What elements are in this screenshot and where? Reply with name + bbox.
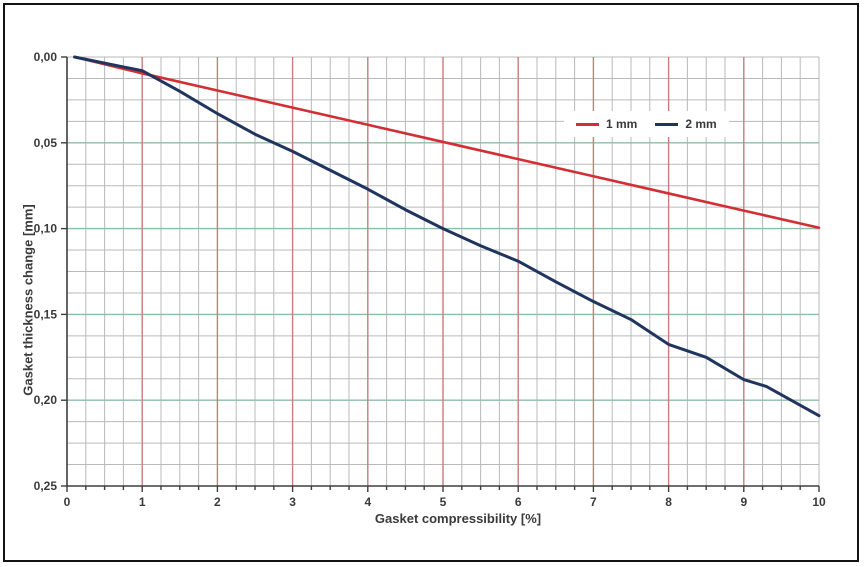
- y-axis-title: Gasket thickness change [mm]: [20, 204, 36, 396]
- legend-label-2mm: 2 mm: [685, 117, 717, 131]
- svg-text:0,20: 0,20: [34, 393, 58, 407]
- svg-text:1: 1: [139, 495, 146, 509]
- svg-text:8: 8: [665, 495, 672, 509]
- svg-text:9: 9: [740, 495, 747, 509]
- chart-frame: [3, 3, 859, 562]
- svg-text:0,05: 0,05: [34, 136, 58, 150]
- svg-text:0: 0: [64, 495, 71, 509]
- series-line-2mm: [73, 55, 821, 418]
- svg-text:2: 2: [214, 495, 221, 509]
- legend-entry-2mm: 2 mm: [655, 117, 717, 131]
- svg-text:0,25: 0,25: [34, 479, 58, 493]
- svg-text:3: 3: [289, 495, 296, 509]
- legend-entry-1mm: 1 mm: [576, 118, 637, 130]
- svg-text:5: 5: [440, 495, 447, 509]
- svg-text:6: 6: [515, 495, 522, 509]
- series-2mm-line-swatch: [655, 122, 679, 126]
- legend: 1 mm 2 mm: [564, 111, 729, 137]
- svg-text:0,10: 0,10: [34, 222, 58, 236]
- svg-text:0,00: 0,00: [34, 50, 58, 64]
- svg-text:10: 10: [812, 495, 826, 509]
- series-1mm-line-swatch: [576, 122, 599, 126]
- x-axis-title: Gasket compressibility [%]: [374, 511, 542, 526]
- series-line-1mm: [73, 55, 821, 230]
- svg-text:0,15: 0,15: [34, 307, 58, 321]
- legend-label-1mm: 1 mm: [606, 117, 638, 131]
- svg-text:4: 4: [364, 495, 371, 509]
- svg-text:7: 7: [590, 495, 597, 509]
